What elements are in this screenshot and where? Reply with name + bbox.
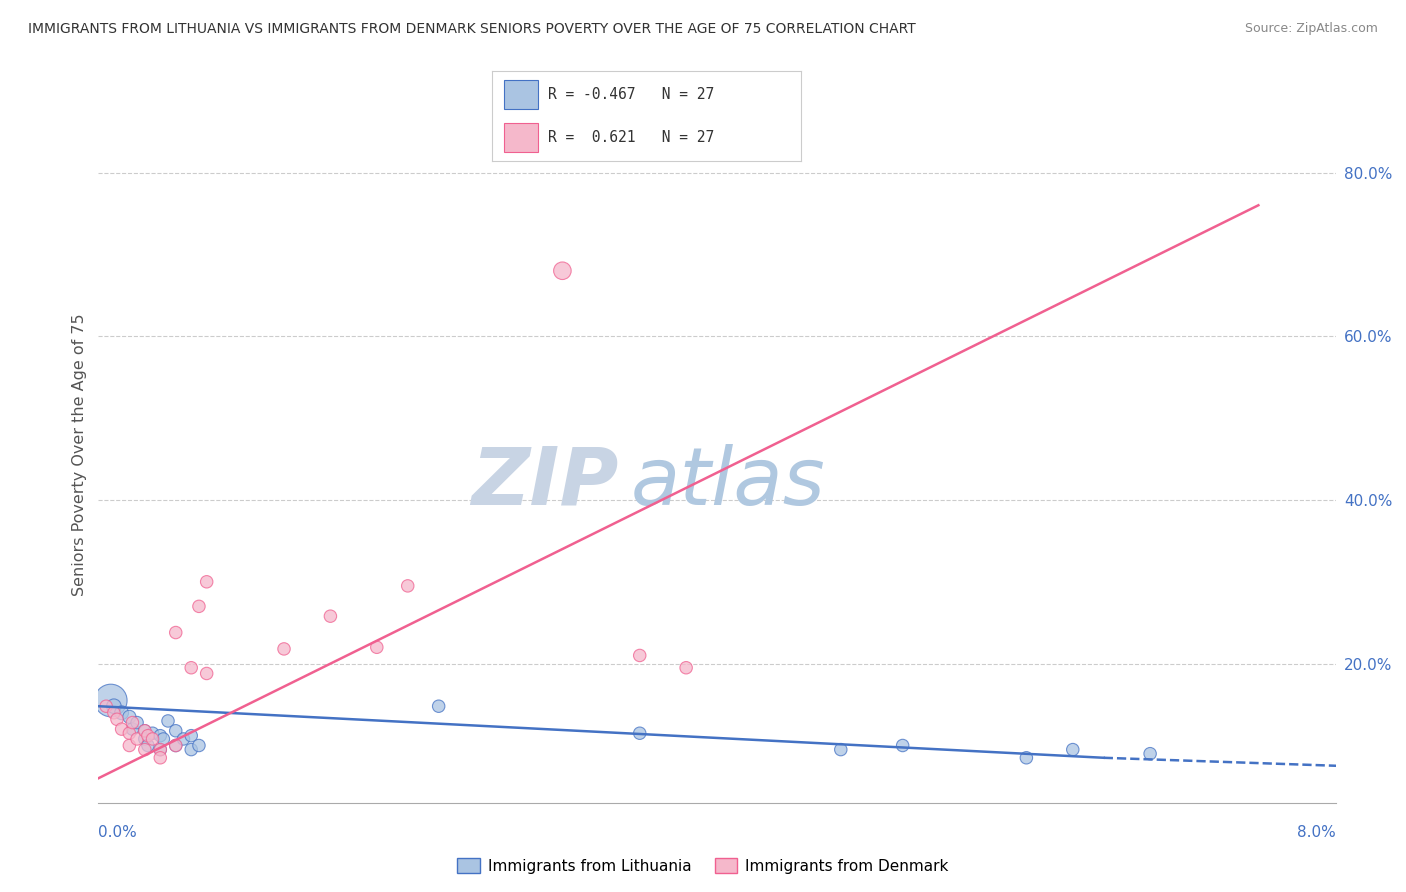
Point	[121, 722, 143, 736]
Point	[165, 739, 187, 753]
Point	[180, 661, 202, 675]
Point	[134, 742, 156, 756]
Point	[96, 699, 118, 714]
Point	[396, 579, 419, 593]
Text: Source: ZipAtlas.com: Source: ZipAtlas.com	[1244, 22, 1378, 36]
Point	[136, 739, 159, 753]
Point	[118, 726, 141, 740]
Point	[134, 723, 156, 738]
Text: R = -0.467   N = 27: R = -0.467 N = 27	[548, 87, 714, 102]
Text: ZIP: ZIP	[471, 443, 619, 522]
Point	[891, 739, 914, 753]
Point	[105, 712, 128, 726]
Point	[319, 609, 342, 624]
Point	[366, 640, 388, 655]
Point	[180, 729, 202, 743]
Point	[427, 699, 450, 714]
Point	[165, 723, 187, 738]
Point	[152, 731, 174, 746]
Point	[100, 693, 122, 707]
Point	[121, 715, 143, 730]
Point	[172, 731, 194, 746]
Point	[195, 574, 218, 589]
Point	[149, 751, 172, 765]
Point	[103, 706, 125, 720]
Text: atlas: atlas	[630, 443, 825, 522]
Point	[127, 715, 149, 730]
Point	[142, 731, 165, 746]
Point	[188, 739, 211, 753]
Point	[134, 723, 156, 738]
Point	[127, 731, 149, 746]
Point	[195, 666, 218, 681]
Text: IMMIGRANTS FROM LITHUANIA VS IMMIGRANTS FROM DENMARK SENIORS POVERTY OVER THE AG: IMMIGRANTS FROM LITHUANIA VS IMMIGRANTS …	[28, 22, 915, 37]
Text: 0.0%: 0.0%	[98, 825, 138, 840]
Point	[273, 641, 295, 656]
Bar	[505, 80, 538, 109]
Text: R =  0.621   N = 27: R = 0.621 N = 27	[548, 130, 714, 145]
Point	[111, 722, 134, 736]
Point	[1139, 747, 1161, 761]
Point	[111, 706, 134, 720]
Point	[1062, 742, 1084, 756]
Point	[149, 742, 172, 756]
Point	[134, 731, 156, 746]
Point	[165, 625, 187, 640]
Point	[165, 739, 187, 753]
Point	[149, 729, 172, 743]
Point	[136, 729, 159, 743]
Point	[188, 599, 211, 614]
Point	[142, 726, 165, 740]
Point	[118, 710, 141, 724]
Text: 8.0%: 8.0%	[1296, 825, 1336, 840]
Point	[628, 726, 651, 740]
Bar	[505, 123, 538, 152]
Point	[551, 264, 574, 278]
Y-axis label: Seniors Poverty Over the Age of 75: Seniors Poverty Over the Age of 75	[72, 314, 87, 596]
Point	[149, 742, 172, 756]
Legend: Immigrants from Lithuania, Immigrants from Denmark: Immigrants from Lithuania, Immigrants fr…	[451, 852, 955, 880]
Point	[1015, 751, 1038, 765]
Point	[628, 648, 651, 663]
Point	[830, 742, 852, 756]
Point	[103, 699, 125, 714]
Point	[157, 714, 180, 728]
Point	[180, 742, 202, 756]
Point	[675, 661, 697, 675]
Point	[118, 739, 141, 753]
